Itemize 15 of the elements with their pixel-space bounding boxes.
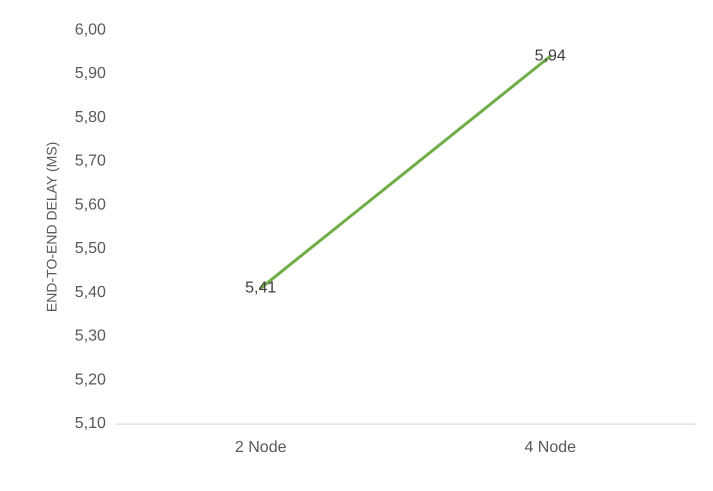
x-tick-label: 4 Node [524, 438, 576, 456]
y-tick-label: 5,80 [74, 108, 106, 126]
y-axis-title: END-TO-END DELAY (MS) [43, 142, 60, 312]
y-tick-label: 5,30 [74, 328, 106, 345]
text: 5,41 [245, 280, 276, 297]
y-tick-label: 5,60 [74, 196, 106, 214]
y-tick-label: 5,90 [74, 65, 106, 82]
y-tick-label: 5,50 [74, 240, 106, 258]
y-tick-label: 5,10 [74, 415, 106, 432]
y-tick-label: 6,00 [74, 21, 106, 38]
text: 5,94 [534, 48, 566, 65]
y-tick-label: 5,40 [74, 284, 106, 301]
y-tick-label: 5,20 [74, 371, 106, 388]
x-tick-label: 2 Node [234, 438, 287, 456]
y-tick-label: 5,70 [74, 152, 106, 170]
